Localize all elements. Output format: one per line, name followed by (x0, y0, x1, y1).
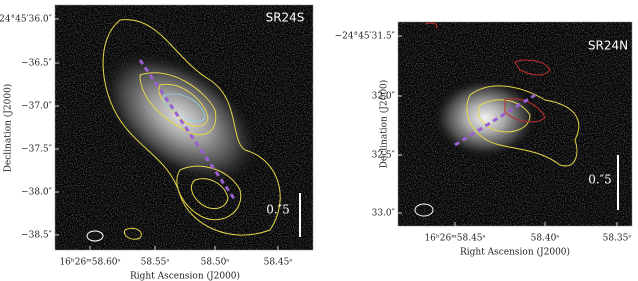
y-tick-label: 33.0″ (372, 209, 396, 219)
y-axis-title: Declination (J2000) (379, 80, 390, 169)
x-tick-label: 58.35ˢ (603, 234, 632, 244)
y-tick-label: −38.5″ (21, 231, 53, 241)
panel-label: SR24N (588, 39, 628, 53)
y-tick-label: −24°45′36.0″ (0, 15, 53, 25)
y-tick-label: −38.0″ (21, 188, 53, 198)
x-tick-label: 58.55ˢ (141, 258, 170, 268)
panel-right (397, 21, 633, 227)
y-tick-label: 32.5″ (372, 151, 396, 161)
y-tick-label: −24°45′31.5″ (335, 32, 396, 42)
y-tick-label: 32.0″ (372, 92, 396, 102)
x-tick-label: 58.50ˢ (201, 258, 230, 268)
x-tick-label: 58.45ˢ (264, 258, 293, 268)
x-tick-label: 16ʰ26ᵐ58.60ˢ (59, 258, 120, 268)
y-tick-label: −36.5″ (21, 59, 53, 69)
scale-label: 0.″5 (266, 203, 290, 217)
y-tick-label: −37.0″ (21, 102, 53, 112)
scale-label: 0.″5 (588, 173, 612, 187)
y-tick-label: −37.5″ (21, 145, 53, 155)
y-axis-title: Declination (J2000) (3, 84, 14, 173)
panel-label: SR24S (266, 11, 305, 25)
x-axis-title: Right Ascension (J2000) (460, 247, 570, 258)
panel-left (54, 4, 314, 251)
x-axis-title: Right Ascension (J2000) (130, 271, 240, 281)
x-tick-label: 58.40ˢ (531, 234, 560, 244)
x-tick-label: 16ʰ26ᵐ58.45ˢ (424, 234, 485, 244)
